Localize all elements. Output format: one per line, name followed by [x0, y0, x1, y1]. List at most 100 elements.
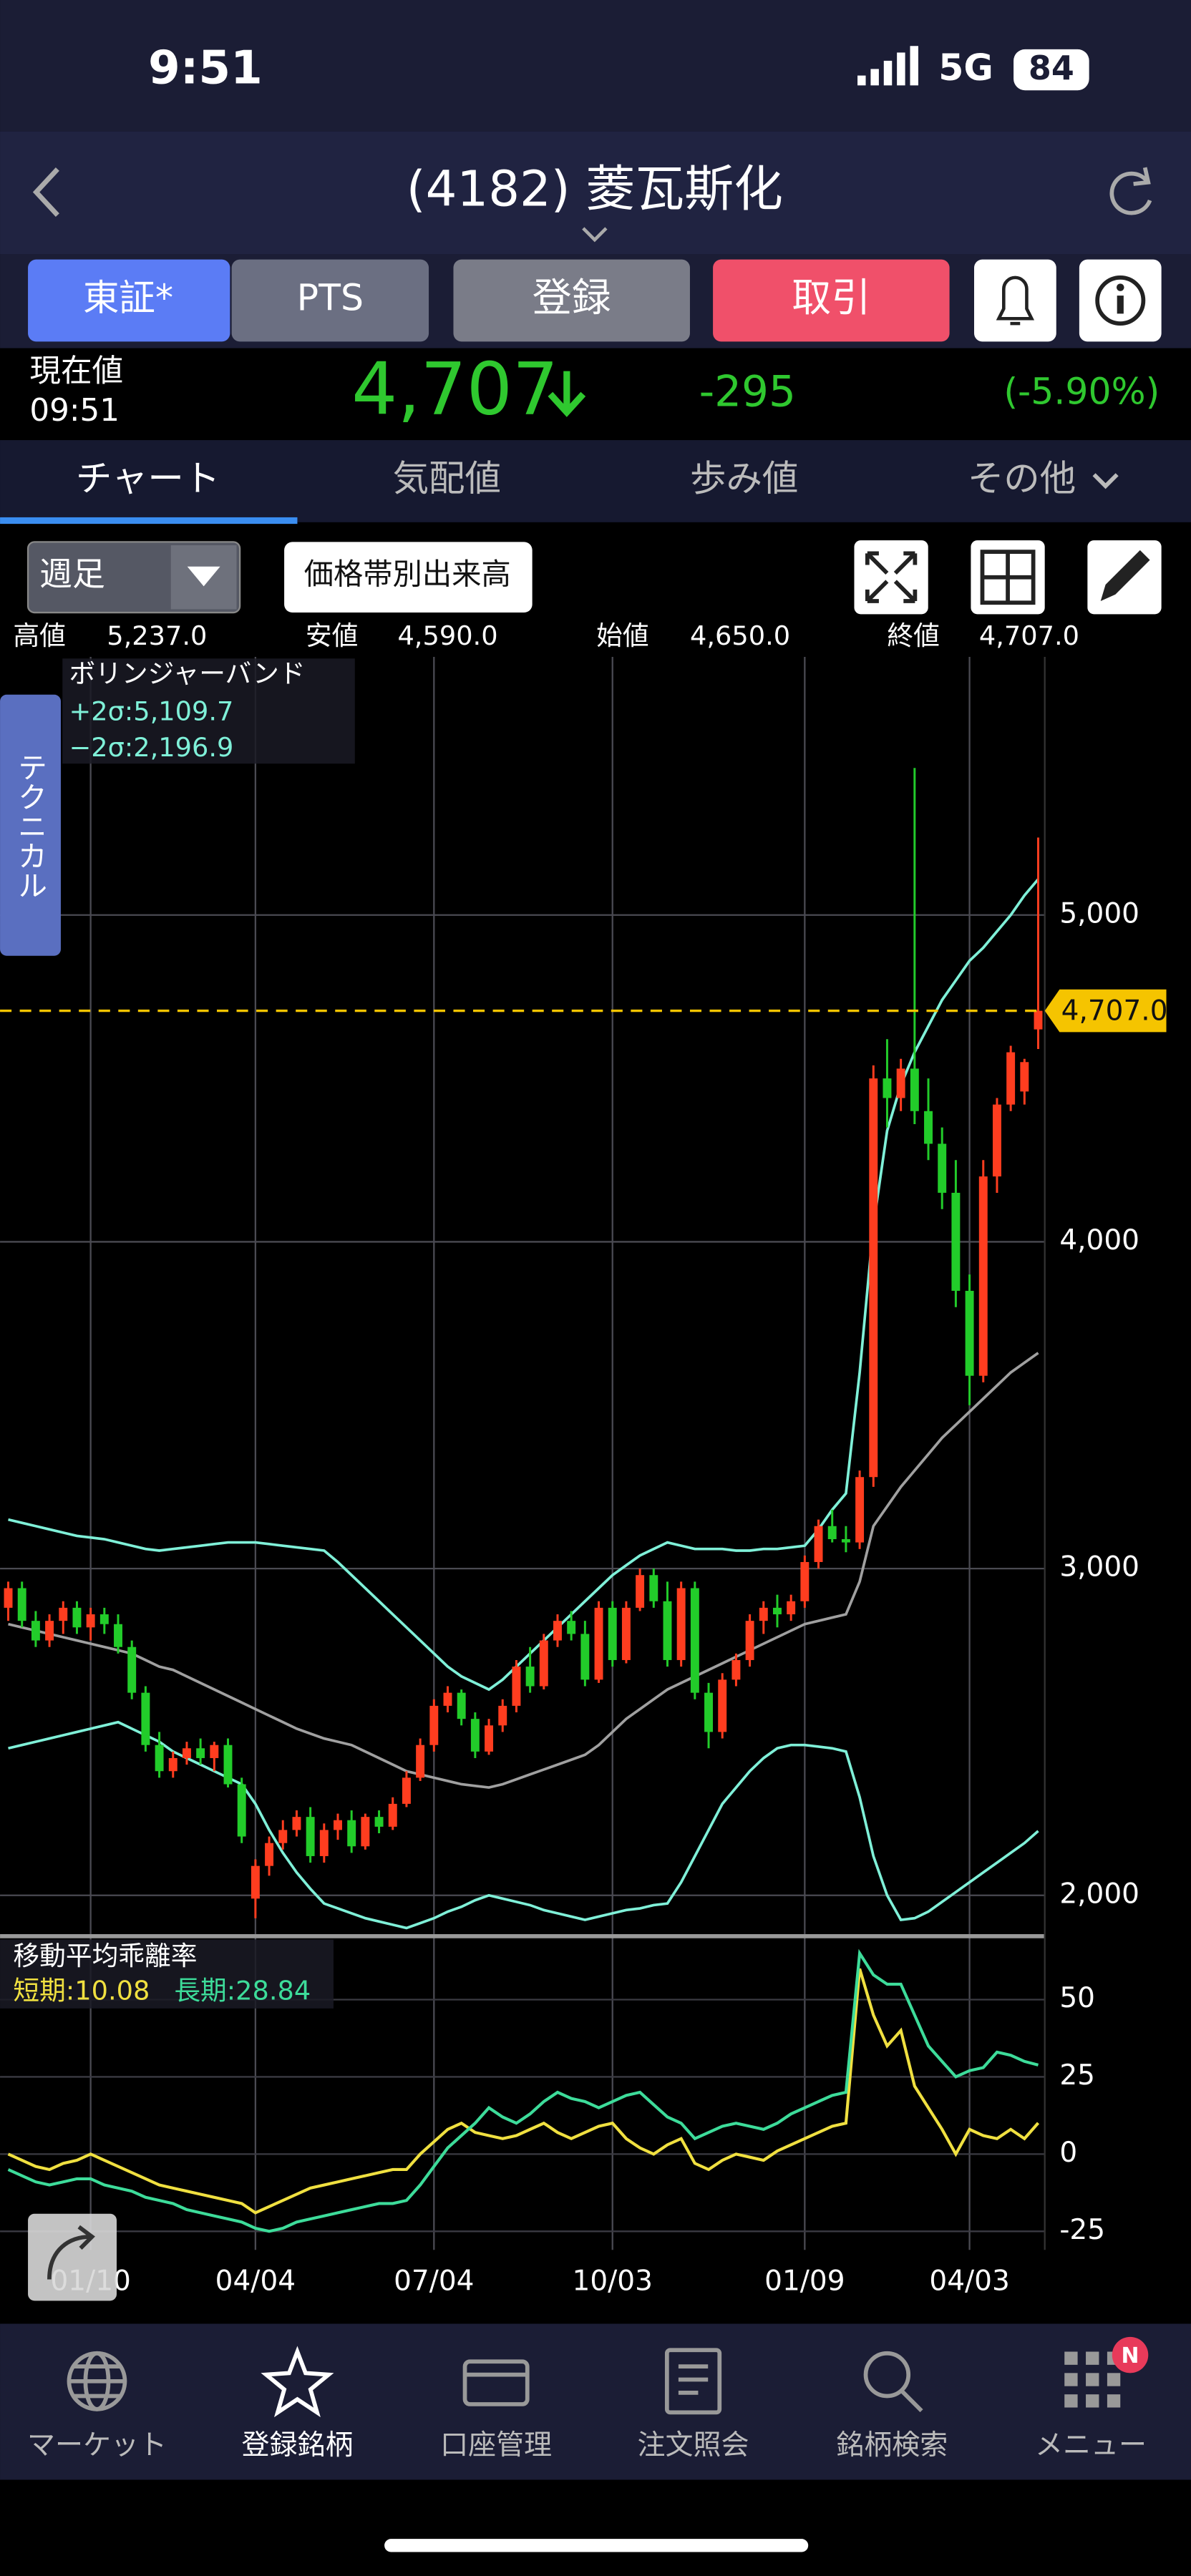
zoom-reset-button[interactable] — [28, 2213, 117, 2301]
candle-body — [99, 1614, 109, 1624]
tab[interactable]: その他 — [968, 457, 1076, 499]
candle-body — [292, 1817, 301, 1830]
tab[interactable]: 歩み値 — [690, 457, 798, 499]
pts-tab[interactable] — [231, 259, 429, 342]
last-price-label: 4,707.0 — [1061, 995, 1168, 1027]
nav-label[interactable]: マーケット — [27, 2429, 167, 2462]
pts-label: PTS — [297, 276, 364, 318]
candle-body — [1020, 1062, 1029, 1092]
candle-body — [347, 1820, 356, 1847]
candle-body — [4, 1588, 13, 1608]
register-button[interactable] — [453, 259, 690, 342]
y-tick-label: 3,000 — [1059, 1551, 1139, 1584]
candle-body — [31, 1621, 40, 1641]
candle-body — [580, 1634, 590, 1680]
deviation-line — [7, 1948, 1039, 2233]
y-tick-label: 25 — [1059, 2059, 1095, 2092]
y-tick-label: 2,000 — [1059, 1878, 1139, 1910]
deviation-legend: 短期:10.08 — [13, 1975, 150, 2006]
tse-tab[interactable] — [28, 259, 230, 342]
change-percent: (-5.90%) — [1003, 370, 1160, 412]
candle-body — [45, 1621, 54, 1641]
price: 4,707 — [351, 347, 558, 431]
nav-label[interactable]: メニュー — [1035, 2429, 1147, 2462]
header — [0, 131, 1191, 255]
x-tick-label: 10/03 — [573, 2265, 653, 2298]
bollinger-legend: −2σ:2,196.9 — [69, 732, 233, 763]
deviation-title: 移動平均乖離率 — [13, 1941, 197, 1971]
candle-body — [938, 1143, 947, 1193]
quote-time: 09:51 — [29, 393, 120, 429]
candle-body — [924, 1111, 933, 1144]
last-price-tag — [1044, 989, 1167, 1033]
candle-body — [663, 1601, 672, 1660]
ohlc-value: 5,237.0 — [107, 620, 207, 651]
bollinger-line — [8, 1352, 1039, 1789]
candle-body — [155, 1745, 164, 1772]
candle-body — [800, 1561, 810, 1601]
fullscreen-button[interactable] — [854, 540, 928, 615]
candle-body — [621, 1607, 631, 1660]
candle-body — [731, 1659, 741, 1680]
nav-label[interactable]: 注文照会 — [638, 2429, 749, 2462]
candle-body — [498, 1705, 507, 1726]
quote-label: 現在値 — [29, 353, 123, 389]
back-button[interactable] — [32, 167, 59, 217]
tab-chevron — [1092, 473, 1119, 489]
badge — [1112, 2336, 1149, 2373]
candle-body — [457, 1692, 466, 1719]
bollinger-line — [8, 1720, 1039, 1930]
deviation-legend: 長期:28.84 — [174, 1975, 311, 2006]
candle-body — [787, 1601, 796, 1615]
candle-body — [114, 1624, 122, 1647]
tse-label: 東証* — [83, 276, 173, 318]
candle-body — [306, 1817, 315, 1856]
candle-body — [608, 1607, 617, 1660]
volume-profile-button[interactable] — [284, 542, 533, 613]
candle-body — [636, 1575, 645, 1608]
nav-label[interactable]: 銘柄検索 — [836, 2429, 948, 2462]
candle-body — [704, 1692, 714, 1732]
nav-label[interactable]: 口座管理 — [440, 2429, 552, 2462]
technical-tab[interactable] — [0, 694, 61, 956]
candle-body — [745, 1621, 754, 1660]
battery — [1013, 49, 1089, 91]
ohlc-label: 終値 — [887, 620, 939, 651]
bottom-nav — [0, 2323, 1191, 2480]
zoom-reset-bg — [28, 2213, 117, 2301]
candle-body — [773, 1607, 782, 1615]
candle-body — [196, 1748, 205, 1758]
y-tick-label: 5,000 — [1059, 897, 1139, 930]
deviation-legend-box — [0, 1939, 334, 2009]
tab[interactable]: チャート — [76, 457, 220, 499]
candle-body — [251, 1865, 260, 1899]
alert-button[interactable] — [974, 259, 1056, 342]
nav-label[interactable]: 登録銘柄 — [241, 2429, 353, 2462]
y-tick-label: 50 — [1059, 1982, 1095, 2014]
candle-body — [443, 1692, 452, 1706]
trade-button[interactable] — [713, 259, 950, 342]
info-icon — [1095, 275, 1146, 326]
ohlc-value: 4,590.0 — [397, 620, 497, 651]
bollinger-legend: +2σ:5,109.7 — [69, 696, 233, 727]
layout-icon — [980, 550, 1036, 605]
tab[interactable]: 気配値 — [393, 457, 501, 499]
candle-body — [512, 1667, 521, 1706]
candle-body — [855, 1477, 865, 1543]
candle-body — [539, 1640, 548, 1687]
chart-overlays: ボリンジャーバンド +2σ:5,109.7 −2σ:2,196.9 テクニカル … — [0, 658, 355, 2009]
info-icon — [1117, 296, 1124, 314]
candle-body — [374, 1817, 384, 1827]
y-tick-label: -25 — [1059, 2214, 1105, 2246]
ohlc-value: 4,650.0 — [690, 620, 790, 651]
candle-body — [649, 1575, 658, 1601]
candle-body — [86, 1614, 95, 1628]
bollinger-legend-box — [62, 658, 355, 764]
dropdown-arrow — [187, 566, 220, 587]
header-title[interactable]: (4182) 菱瓦斯化 — [407, 161, 783, 218]
register-label: 登録 — [533, 275, 611, 321]
refresh-button[interactable] — [1109, 167, 1152, 215]
period-label: 週足 — [39, 555, 105, 593]
